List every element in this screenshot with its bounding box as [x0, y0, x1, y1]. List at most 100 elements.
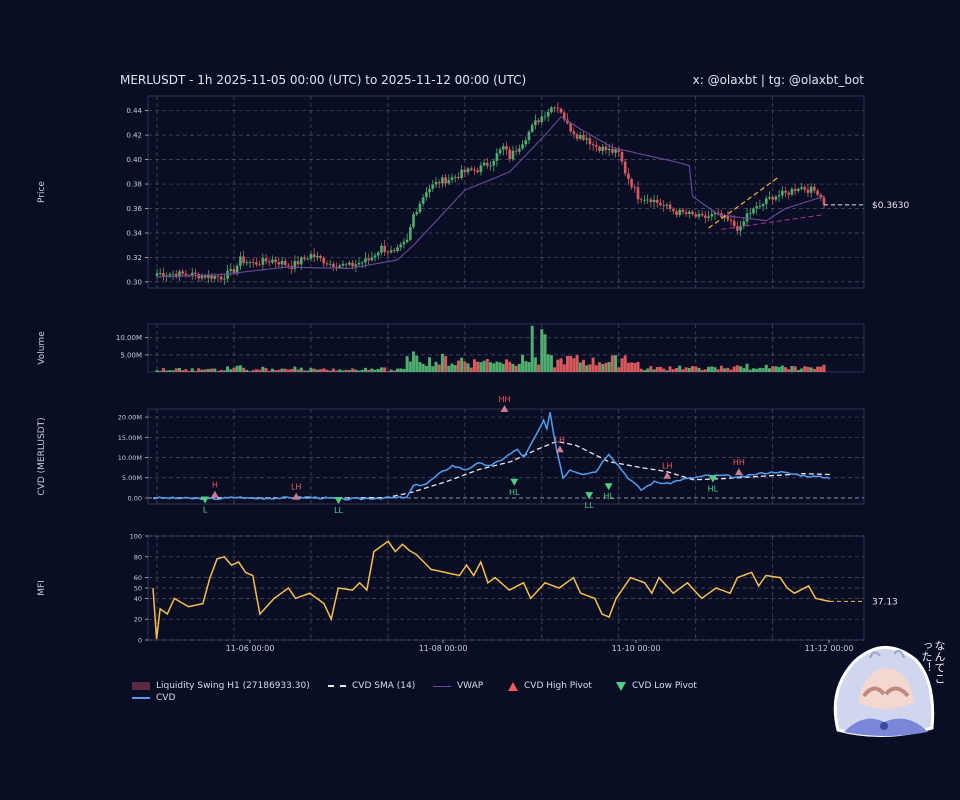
candle-body [383, 245, 386, 252]
candle-body [396, 247, 399, 252]
candle-body [518, 148, 521, 152]
candle-body [402, 241, 406, 245]
candle-body [601, 146, 605, 151]
candle-body [338, 265, 342, 268]
volume-bar [206, 368, 210, 372]
volume-bar [620, 358, 624, 372]
candle-body [752, 208, 755, 214]
volume-bar [739, 366, 743, 372]
candle-body [200, 275, 204, 279]
candle-body [409, 227, 412, 240]
pivot-high-marker [663, 471, 672, 479]
volume-panel: 5.00M 10.00M Volume [37, 323, 865, 373]
volume-bar [777, 367, 781, 372]
volume-bar [399, 368, 403, 372]
candle-body [502, 146, 505, 150]
volume-bar [312, 368, 316, 372]
volume-bar [809, 367, 813, 372]
legend-label: Liquidity Swing H1 (27186933.30) [156, 681, 310, 691]
volume-bars [155, 325, 826, 372]
volume-bar [598, 362, 602, 372]
pivot-low-label: LL [585, 501, 594, 510]
candle-body [441, 177, 444, 184]
candle-body [251, 262, 255, 264]
candle-body [216, 276, 220, 277]
volume-bar [177, 368, 181, 372]
candle-body [332, 263, 335, 267]
volume-bar [710, 366, 714, 372]
volume-bar [674, 368, 678, 372]
candle-body [822, 197, 826, 205]
volume-bar [392, 370, 396, 372]
candle-body [258, 264, 261, 266]
candle-body [553, 107, 556, 109]
candle-body [649, 199, 653, 203]
tick-label: 0.34 [126, 229, 142, 237]
candle-body [639, 199, 643, 201]
volume-bar [463, 361, 467, 372]
candle-body [591, 144, 595, 146]
volume-bar [790, 366, 794, 372]
pivot-high-marker [500, 405, 509, 412]
volume-bar [421, 363, 425, 372]
volume-bar [264, 368, 268, 372]
candle-body [607, 148, 611, 151]
candle-body [184, 273, 188, 276]
volume-bar [524, 361, 528, 372]
candle-body [559, 108, 563, 113]
volume-bar [373, 369, 377, 372]
volume-bar [229, 369, 233, 372]
volume-bar [742, 368, 746, 372]
candle-body [498, 149, 502, 154]
volume-bar [767, 368, 771, 372]
x-tick-label: 11-08 00:00 [419, 644, 468, 653]
triangle-up-icon [508, 681, 518, 691]
candle-body [598, 146, 601, 151]
volume-bar [636, 361, 640, 372]
volume-bar [174, 368, 178, 372]
candle-body [322, 258, 326, 264]
candle-body [219, 276, 223, 280]
volume-bar [466, 363, 470, 372]
volume-bar [726, 367, 730, 372]
candle-body [540, 116, 544, 123]
volume-bar [585, 365, 589, 372]
volume-bar [812, 368, 816, 372]
volume-bar [501, 363, 505, 372]
volume-bar [277, 369, 281, 372]
candle-body [412, 214, 415, 228]
candle-body [784, 190, 787, 193]
candle-body [620, 151, 624, 162]
volume-bar [565, 355, 569, 372]
candle-body [662, 205, 665, 206]
volume-bar [514, 365, 518, 372]
volume-bar [517, 363, 521, 372]
candle-body [787, 192, 791, 195]
legend-item-high-pivot: CVD High Pivot [508, 681, 592, 691]
volume-bar [774, 366, 778, 372]
volume-bar [803, 366, 807, 372]
candle-body [174, 273, 178, 278]
volume-bar [588, 364, 592, 372]
volume-bar [652, 369, 656, 372]
candle-body [550, 107, 553, 112]
volume-bar [559, 358, 563, 372]
volume-bar [662, 368, 666, 372]
volume-bar [642, 370, 646, 372]
volume-bar [793, 366, 797, 372]
candle-body [316, 255, 319, 258]
candle-body [771, 197, 774, 200]
volume-bar [764, 364, 768, 372]
volume-bar [748, 369, 752, 372]
candle-body [623, 161, 627, 174]
legend-item-low-pivot: CVD Low Pivot [616, 681, 697, 691]
candle-body [527, 131, 531, 141]
pivot-low-marker [585, 492, 594, 500]
candle-body [274, 259, 277, 263]
pivot-low-marker [510, 478, 519, 486]
volume-bar [447, 365, 451, 372]
candle-body [671, 208, 675, 212]
candle-body [675, 211, 678, 215]
